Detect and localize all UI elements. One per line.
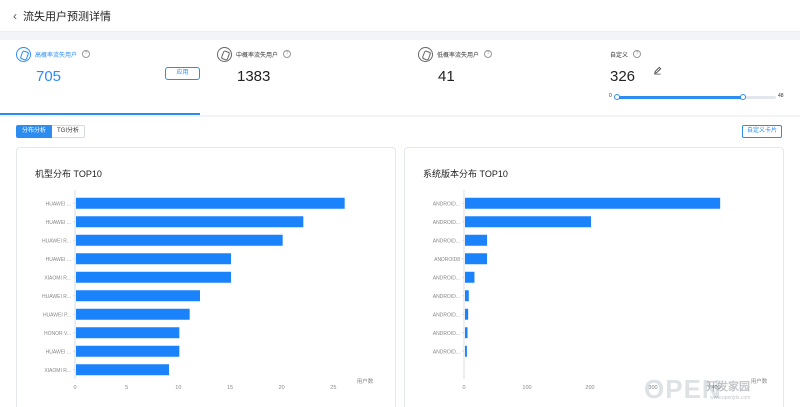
metric-label: 高概率流失用户 (35, 52, 78, 59)
device-chart: HUAWEI ... HUAWEI ... HUAWEI R... HUAWEI ..… (42, 190, 374, 391)
custom-value: 326 (610, 68, 636, 85)
bar[interactable] (465, 271, 475, 283)
x-tick-label: 10 (175, 385, 181, 391)
tab-distribution[interactable]: 分布分析 (16, 125, 53, 138)
bar[interactable] (76, 308, 190, 320)
apply-button[interactable]: 应用 (165, 67, 200, 80)
bar[interactable] (76, 197, 345, 209)
bar[interactable] (76, 364, 169, 376)
category-label: HUAWEI P... (43, 312, 71, 318)
bar[interactable] (76, 345, 180, 357)
back-icon[interactable]: ‹ (13, 8, 17, 23)
x-axis-label: 用户数 (751, 377, 768, 385)
x-tick-label: 200 (585, 385, 594, 391)
chart-card-os: 系统版本分布 TOP10 ANDROID... ANDROID... ANDROID… (404, 147, 784, 407)
category-label: ANDROID... (433, 294, 460, 300)
help-icon[interactable]: ? (82, 50, 91, 58)
x-axis-label: 用户数 (357, 377, 374, 385)
chart-card-device: 机型分布 TOP10 HUAWEI ... HUAWEI ... HUAWEI R.… (16, 147, 396, 407)
category-label: ANDROID... (433, 275, 460, 281)
bar[interactable] (76, 271, 231, 283)
metrics-panel: 高概率流失用户 ? 705 中概率流失用户 ? 1383 低概率流失用户 ? 4… (0, 40, 800, 115)
os-chart: ANDROID... ANDROID... ANDROID... ANDROID8 AN… (433, 190, 768, 391)
metric-low-risk[interactable]: 低概率流失用户 ? 41 (418, 46, 493, 85)
metric-value: 705 (36, 68, 62, 85)
slider-min-handle[interactable] (614, 94, 620, 100)
bar[interactable] (465, 327, 468, 339)
slider-handle[interactable] (739, 94, 746, 100)
category-label: HUAWEI R... (42, 238, 71, 244)
active-metric-underline (0, 113, 200, 115)
user-icon (16, 46, 31, 62)
help-icon[interactable]: ? (633, 50, 642, 58)
watermark-url: www.openjdx.com (710, 395, 751, 401)
bar[interactable] (465, 234, 488, 246)
slider-min-label: 0 (609, 93, 612, 99)
category-label: HUAWEI ... (46, 201, 71, 207)
analysis-area: 分布分析 TGI分析 自定义卡片 机型分布 TOP10 HUAWEI ... HU… (0, 117, 800, 407)
x-tick-label: 0 (462, 385, 465, 391)
category-label: HONOR V... (44, 331, 71, 337)
x-tick-label: 100 (522, 385, 531, 391)
chart-title: 系统版本分布 TOP10 (423, 169, 508, 179)
metric-value: 1383 (237, 68, 271, 85)
custom-label: 自定义 (610, 52, 629, 59)
analysis-tabs: 分布分析 TGI分析 (16, 125, 86, 138)
x-tick-label: 400 (711, 385, 720, 391)
bar[interactable] (76, 290, 200, 302)
help-icon[interactable]: ? (283, 50, 292, 58)
category-label: ANDROID8 (434, 257, 460, 263)
category-label: XIAOMI R... (44, 368, 71, 374)
x-tick-label: 15 (227, 385, 233, 391)
chart-title: 机型分布 TOP10 (35, 169, 102, 179)
custom-metric: 自定义 ? 326 (610, 46, 642, 85)
slider-fill (616, 96, 743, 99)
category-label: ANDROID... (433, 331, 460, 337)
bar[interactable] (465, 345, 467, 357)
x-tick-label: 5 (125, 385, 128, 391)
user-icon (418, 46, 433, 62)
bar[interactable] (76, 216, 304, 228)
category-label: ANDROID... (433, 312, 460, 318)
category-label: HUAWEI ... (46, 349, 71, 355)
category-label: HUAWEI ... (46, 220, 71, 226)
category-label: ANDROID... (433, 238, 460, 244)
x-tick-label: 0 (73, 385, 76, 391)
watermark-logo: OPEN (644, 374, 722, 404)
user-icon (217, 46, 232, 62)
page-title: 流失用户预测详情 (23, 10, 111, 23)
slider-max-label: 48 (778, 93, 784, 99)
help-icon[interactable]: ? (484, 50, 493, 58)
category-label: HUAWEI ... (46, 257, 71, 263)
bar[interactable] (76, 253, 231, 265)
metric-value: 41 (438, 68, 455, 85)
bar[interactable] (465, 308, 469, 320)
tab-tgi[interactable]: TGI分析 (52, 125, 86, 138)
threshold-slider[interactable] (614, 94, 776, 100)
x-tick-label: 25 (330, 385, 336, 391)
category-label: ANDROID... (433, 220, 460, 226)
x-tick-label: 20 (279, 385, 285, 391)
watermark-text: 开发家园 (706, 381, 750, 393)
bar[interactable] (465, 197, 721, 209)
category-label: XIAOMI R... (44, 275, 71, 281)
custom-card-button[interactable]: 自定义卡片 (742, 125, 783, 138)
bar[interactable] (76, 234, 283, 246)
bar[interactable] (465, 216, 591, 228)
category-label: HUAWEI R... (42, 294, 71, 300)
bar[interactable] (76, 327, 180, 339)
bar[interactable] (465, 290, 469, 302)
x-tick-label: 300 (648, 385, 657, 391)
metric-label: 中概率流失用户 (236, 52, 279, 59)
metric-label: 低概率流失用户 (437, 52, 480, 59)
category-label: ANDROID... (433, 201, 460, 207)
metric-medium-risk[interactable]: 中概率流失用户 ? 1383 (217, 46, 292, 85)
category-label: ANDROID... (433, 349, 460, 355)
page-header: ‹ 流失用户预测详情 (0, 0, 800, 32)
metric-high-risk[interactable]: 高概率流失用户 ? 705 (16, 46, 91, 85)
edit-icon[interactable] (653, 66, 662, 75)
bar[interactable] (465, 253, 488, 265)
